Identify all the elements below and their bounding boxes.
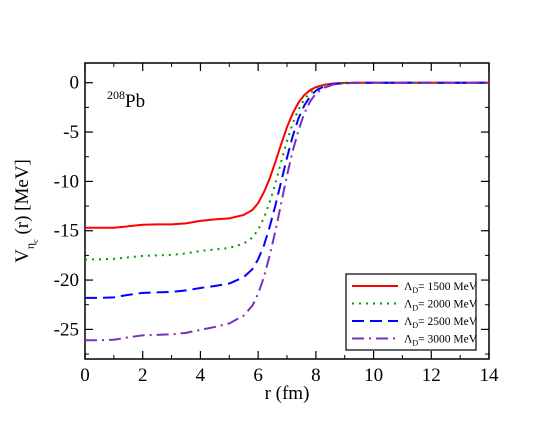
x-tick-label: 12 <box>422 365 441 386</box>
x-axis: 0 2 4 6 8 10 12 14 <box>80 63 499 386</box>
y-tick-label: 0 <box>70 73 80 94</box>
y-axis-title: Vηc (r) [MeV] <box>12 159 40 263</box>
y-tick-label: -20 <box>54 270 79 291</box>
x-tick-label: 10 <box>364 365 383 386</box>
y-tick-label: -10 <box>54 171 79 192</box>
x-tick-label: 8 <box>311 365 321 386</box>
legend-label-1: ΛD= 1500 MeV <box>404 281 478 295</box>
y-tick-label: -25 <box>54 319 79 340</box>
legend-label-2: ΛD= 2000 MeV <box>404 299 478 313</box>
legend-label-3: ΛD= 2500 MeV <box>404 316 478 330</box>
x-tick-label: 6 <box>253 365 263 386</box>
series-lines <box>85 81 489 342</box>
y-tick-label: -15 <box>54 221 79 242</box>
y-tick-label: -5 <box>63 122 79 143</box>
x-tick-label: 14 <box>480 365 500 386</box>
series-line-3 <box>85 81 489 299</box>
legend-label-4: ΛD= 3000 MeV <box>404 334 478 348</box>
series-line-4 <box>85 81 489 342</box>
nucleus-annotation: 208Pb <box>107 88 145 112</box>
x-tick-label: 2 <box>138 365 148 386</box>
x-tick-label: 4 <box>196 365 206 386</box>
series-line-2 <box>85 81 489 261</box>
x-axis-title: r (fm) <box>265 383 310 404</box>
legend: ΛD= 1500 MeV ΛD= 2000 MeV ΛD= 2500 MeV ΛD= … <box>345 273 478 351</box>
y-axis: 0 -5 -10 -15 -20 -25 <box>54 73 489 355</box>
x-tick-label: 0 <box>80 365 90 386</box>
